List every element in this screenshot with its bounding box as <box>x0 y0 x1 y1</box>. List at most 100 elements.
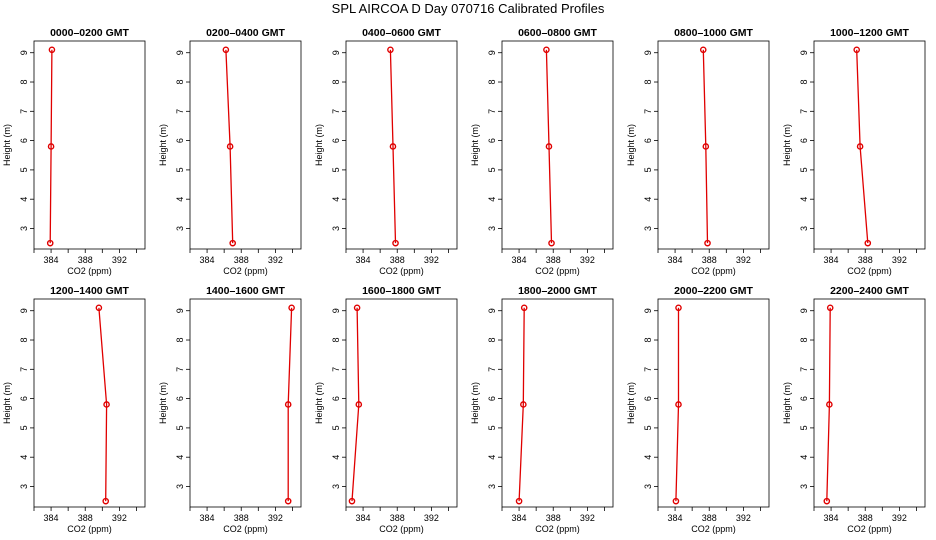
data-point <box>226 143 234 150</box>
chart-panel: 0800–1000 GMT 384 388 392 3 4 5 6 7 8 9 CO2 (ppm) He… <box>626 27 770 276</box>
x-tick-label: 392 <box>424 255 439 265</box>
panel-title: 1600–1800 GMT <box>362 285 441 297</box>
y-tick-label: 8 <box>643 338 653 343</box>
y-tick-label: 6 <box>175 138 185 143</box>
data-point <box>826 401 833 408</box>
y-tick-label: 9 <box>487 50 497 55</box>
x-tick-label: 384 <box>668 255 683 265</box>
panel-title: 1800–2000 GMT <box>518 285 597 297</box>
y-tick-label: 6 <box>487 396 497 401</box>
panel-title: 0600–0800 GMT <box>518 27 597 39</box>
plot-frame <box>189 298 302 508</box>
plot-frame <box>501 298 614 508</box>
chart-panel: 1200–1400 GMT 384 388 392 3 4 5 6 7 8 9 CO2 (ppm) He… <box>2 285 146 534</box>
y-tick-label: 4 <box>487 197 497 202</box>
x-tick-label: 388 <box>78 255 93 265</box>
y-tick-label: 4 <box>643 197 653 202</box>
x-tick-label: 384 <box>200 255 215 265</box>
x-tick-label: 388 <box>234 513 249 523</box>
chart-panel: 0400–0600 GMT 384 388 392 3 4 5 6 7 8 9 CO2 (ppm) He… <box>314 27 458 276</box>
panel-title: 0800–1000 GMT <box>674 27 753 39</box>
plot-frame <box>657 298 770 508</box>
y-tick-label: 4 <box>643 455 653 460</box>
y-tick-label: 6 <box>331 396 341 401</box>
data-point <box>699 46 707 54</box>
y-axis-label: Height (m) <box>314 382 324 424</box>
x-tick-label: 384 <box>824 513 839 523</box>
panel-title: 0000–0200 GMT <box>50 27 129 39</box>
y-tick-label: 8 <box>175 80 185 85</box>
y-tick-label: 9 <box>643 308 653 313</box>
x-axis-label: CO2 (ppm) <box>223 524 268 534</box>
y-axis-label: Height (m) <box>158 382 168 424</box>
y-tick-label: 9 <box>175 50 185 55</box>
data-point <box>704 239 711 247</box>
y-tick-label: 3 <box>175 226 185 231</box>
y-tick-label: 8 <box>175 338 185 343</box>
y-axis-label: Height (m) <box>314 124 324 166</box>
y-tick-label: 5 <box>175 425 185 430</box>
y-tick-label: 5 <box>799 425 809 430</box>
y-axis-label: Height (m) <box>782 382 792 424</box>
data-point <box>672 497 680 505</box>
data-point <box>229 239 236 247</box>
plot-frame <box>33 40 146 250</box>
y-tick-label: 7 <box>331 109 341 114</box>
y-tick-label: 9 <box>799 50 809 55</box>
chart-panel: 0200–0400 GMT 384 388 392 3 4 5 6 7 8 9 CO2 (ppm) He… <box>158 27 302 276</box>
x-tick-label: 384 <box>44 513 59 523</box>
y-tick-label: 7 <box>487 109 497 114</box>
x-tick-label: 384 <box>824 255 839 265</box>
x-axis-label: CO2 (ppm) <box>847 266 892 276</box>
y-tick-label: 3 <box>799 226 809 231</box>
x-axis-label: CO2 (ppm) <box>535 524 580 534</box>
y-tick-label: 3 <box>331 484 341 489</box>
panel-title: 1200–1400 GMT <box>50 285 129 297</box>
y-tick-label: 5 <box>643 167 653 172</box>
y-tick-label: 4 <box>175 455 185 460</box>
y-tick-label: 5 <box>331 425 341 430</box>
data-point <box>702 143 710 150</box>
chart-panel: 0000–0200 GMT 384 388 392 3 4 5 6 7 8 9 CO2 (ppm) He… <box>2 27 146 276</box>
x-tick-label: 392 <box>892 255 907 265</box>
x-tick-label: 388 <box>234 255 249 265</box>
chart-panel: 1000–1200 GMT 384 388 392 3 4 5 6 7 8 9 CO2 (ppm) He… <box>782 27 926 276</box>
x-tick-label: 392 <box>424 513 439 523</box>
x-tick-label: 388 <box>858 255 873 265</box>
data-point <box>520 304 528 312</box>
y-tick-label: 7 <box>643 367 653 372</box>
y-tick-label: 5 <box>487 167 497 172</box>
y-tick-label: 7 <box>487 367 497 372</box>
y-tick-label: 6 <box>487 138 497 143</box>
y-tick-label: 6 <box>175 396 185 401</box>
y-tick-label: 4 <box>175 197 185 202</box>
panel-title: 2000–2200 GMT <box>674 285 753 297</box>
plot-frame <box>813 298 926 508</box>
profile-line <box>675 307 680 502</box>
data-point <box>288 304 295 312</box>
y-tick-label: 8 <box>331 80 341 85</box>
plot-frame <box>657 40 770 250</box>
x-axis-label: CO2 (ppm) <box>223 266 268 276</box>
x-tick-label: 392 <box>580 255 595 265</box>
y-tick-label: 7 <box>331 367 341 372</box>
x-tick-label: 392 <box>112 255 127 265</box>
y-tick-label: 9 <box>175 308 185 313</box>
x-tick-label: 392 <box>268 513 283 523</box>
data-point <box>545 143 553 150</box>
data-point <box>548 239 555 247</box>
y-tick-label: 5 <box>799 167 809 172</box>
x-tick-label: 384 <box>668 513 683 523</box>
profile-line <box>545 49 553 244</box>
data-point <box>48 46 56 54</box>
data-point <box>826 304 834 312</box>
y-tick-label: 8 <box>19 80 29 85</box>
y-axis-label: Height (m) <box>2 124 12 166</box>
y-axis-label: Height (m) <box>2 382 12 424</box>
data-point <box>95 304 103 312</box>
data-point <box>222 46 230 54</box>
x-tick-label: 384 <box>512 513 527 523</box>
y-tick-label: 7 <box>799 367 809 372</box>
y-axis-label: Height (m) <box>626 382 636 424</box>
y-tick-label: 9 <box>331 50 341 55</box>
